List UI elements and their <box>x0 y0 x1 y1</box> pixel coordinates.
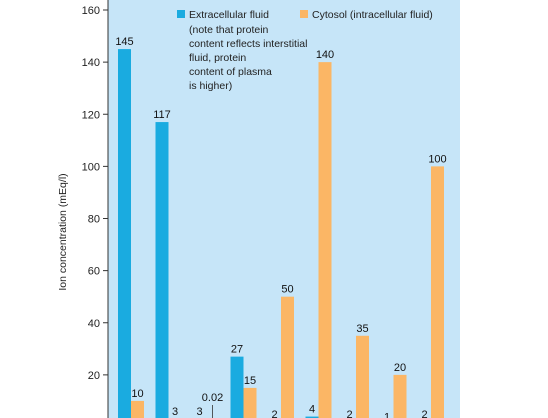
bar-cytosol <box>393 374 407 418</box>
legend-label-extracellular: Extracellular fluid <box>189 9 269 21</box>
y-tick-label: 40 <box>88 318 100 330</box>
data-label: 145 <box>115 36 133 48</box>
y-axis-title: Ion concentration (mEq/l) <box>57 173 69 290</box>
data-label: 35 <box>356 323 368 335</box>
data-label: 2 <box>271 409 277 418</box>
y-tick-label: 60 <box>88 266 100 278</box>
y-tick-label: 120 <box>82 109 100 121</box>
bar-extracellular <box>155 122 169 418</box>
data-label: 100 <box>428 153 446 165</box>
bar-cytosol <box>281 296 294 418</box>
bar-cytosol <box>431 166 444 418</box>
data-label: 2 <box>346 409 352 418</box>
y-tick-label: 20 <box>88 370 100 382</box>
y-tick-label: 100 <box>82 161 100 173</box>
data-label: 10 <box>131 388 143 400</box>
bar-cytosol <box>243 387 257 418</box>
bar-cytosol <box>318 62 332 418</box>
bar-extracellular <box>118 49 131 418</box>
legend-label-cytosol: Cytosol (intracellular fluid) <box>312 9 433 21</box>
bar-extracellular <box>305 416 319 418</box>
y-axis: 20 40 60 80 100 120 140 160 <box>82 0 109 418</box>
data-label: 3 <box>172 406 178 418</box>
legend-swatch-extracellular <box>177 10 185 18</box>
bar-cytosol <box>356 335 369 418</box>
y-tick-label: 160 <box>82 5 100 17</box>
data-label: 117 <box>153 109 171 121</box>
data-label: 4 <box>309 404 315 416</box>
data-label: 50 <box>281 284 293 296</box>
data-label: 1 <box>384 411 390 418</box>
y-tick-label: 140 <box>82 57 100 69</box>
legend-note: (note that protein content reflects inter… <box>189 24 307 92</box>
data-label: 3 <box>196 406 202 418</box>
data-label: 0.02 <box>202 392 223 404</box>
y-tick-label: 80 <box>88 214 100 226</box>
data-label: 20 <box>394 362 406 374</box>
data-label: 2 <box>421 409 427 418</box>
data-label: 140 <box>316 49 334 61</box>
legend-swatch-cytosol <box>300 10 308 18</box>
bar-cytosol <box>131 400 144 418</box>
bar-extracellular <box>230 356 244 418</box>
legend: Extracellular fluid (note that protein con… <box>177 9 433 92</box>
data-label: 27 <box>231 344 243 356</box>
data-label: 15 <box>244 375 256 387</box>
